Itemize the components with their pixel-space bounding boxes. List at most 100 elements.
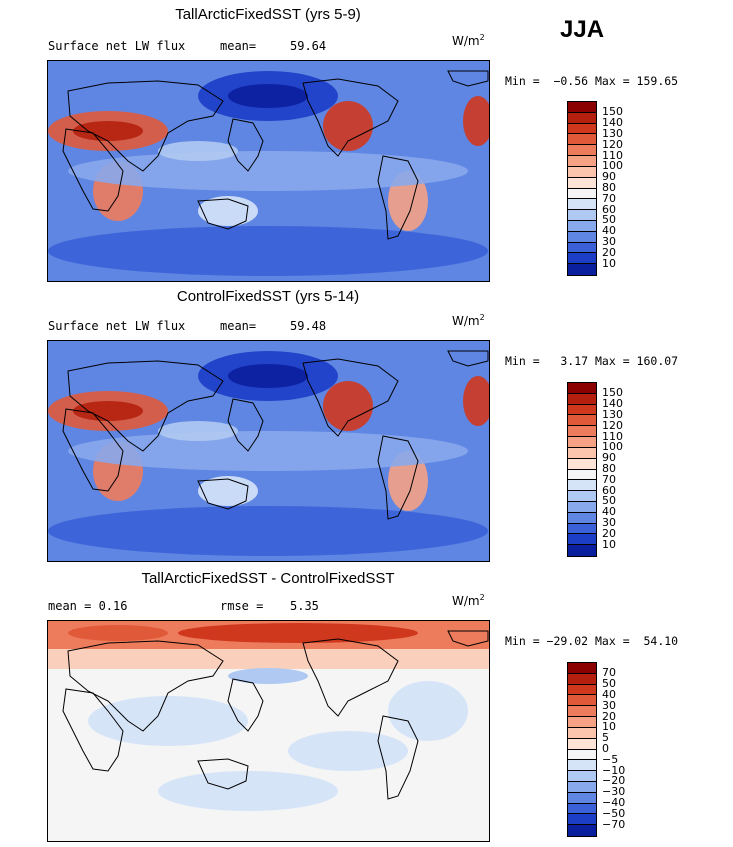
colorbar-label: 30 [602, 698, 616, 712]
colorbar-label: 80 [602, 181, 616, 194]
colorbar-label: −50 [602, 806, 626, 820]
colorbar-swatch [568, 673, 596, 685]
colorbar-swatch [568, 501, 596, 513]
colorbar-label: 140 [602, 397, 623, 411]
colorbar-label: 80 [602, 462, 616, 475]
colorbar-swatch [568, 177, 596, 189]
colorbar-label: 30 [602, 516, 616, 530]
colorbar-swatch [568, 447, 596, 459]
colorbar-swatch [568, 792, 596, 804]
colorbar-swatch [568, 803, 596, 815]
colorbar-swatch [568, 210, 596, 221]
panel-2-colorbar [567, 382, 597, 557]
colorbar-swatch [568, 383, 596, 394]
panel-2-variable: Surface net LW flux [48, 319, 186, 333]
panel-1-title: TallArcticFixedSST (yrs 5-9) [175, 6, 361, 23]
colorbar-label: 130 [602, 407, 623, 421]
colorbar-swatch [568, 156, 596, 167]
colorbar-label: 5 [602, 731, 609, 745]
colorbar-swatch [568, 695, 596, 707]
colorbar-label: 30 [602, 235, 616, 249]
colorbar-label: 70 [602, 472, 616, 486]
colorbar-swatch [568, 825, 596, 836]
colorbar-label: 150 [602, 105, 623, 119]
colorbar-swatch [568, 781, 596, 793]
panel-1-minmax: Min = −0.56 Max = 159.65 [505, 74, 679, 88]
colorbar-swatch [568, 199, 596, 211]
colorbar-swatch [568, 469, 596, 481]
panel-1-map [47, 60, 490, 282]
colorbar-swatch [568, 231, 596, 243]
colorbar-swatch [568, 727, 596, 739]
colorbar-swatch [568, 404, 596, 416]
colorbar-swatch [568, 437, 596, 448]
panel-1-colorbar [567, 101, 597, 276]
colorbar-swatch [568, 112, 596, 124]
colorbar-swatch [568, 480, 596, 492]
colorbar-label: −20 [602, 774, 626, 788]
panel-2-minmax: Min = 3.17 Max = 160.07 [505, 354, 679, 368]
colorbar-swatch [568, 684, 596, 696]
colorbar-swatch [568, 426, 596, 438]
colorbar-swatch [568, 166, 596, 178]
colorbar-label: 20 [602, 526, 616, 540]
colorbar-label: 120 [602, 418, 623, 432]
colorbar-swatch [568, 242, 596, 254]
colorbar-swatch [568, 760, 596, 772]
colorbar-label: 50 [602, 494, 616, 508]
colorbar-label: 10 [602, 256, 616, 270]
panel-1-units: W/m2 [452, 33, 485, 48]
colorbar-label: 90 [602, 170, 616, 184]
colorbar-swatch [568, 545, 596, 556]
colorbar-swatch [568, 512, 596, 524]
colorbar-swatch [568, 458, 596, 470]
colorbar-label: 50 [602, 213, 616, 227]
panel-1-variable: Surface net LW flux [48, 39, 186, 53]
colorbar-label: 110 [602, 429, 623, 443]
panel-2-units: W/m2 [452, 313, 485, 328]
colorbar-swatch [568, 523, 596, 535]
season-label: JJA [560, 16, 605, 43]
colorbar-swatch [568, 717, 596, 728]
panel-3-colorbar [567, 662, 597, 837]
colorbar-swatch [568, 264, 596, 275]
colorbar-label: 40 [602, 505, 616, 519]
colorbar-swatch [568, 491, 596, 502]
panel-1-stat-label: mean= [220, 39, 257, 53]
colorbar-label: 40 [602, 687, 616, 701]
colorbar-label: 60 [602, 483, 616, 497]
colorbar-label: 20 [602, 245, 616, 259]
colorbar-label: 70 [602, 666, 616, 680]
colorbar-label: −10 [602, 763, 626, 777]
colorbar-label: 60 [602, 202, 616, 216]
colorbar-swatch [568, 393, 596, 405]
colorbar-swatch [568, 706, 596, 718]
colorbar-label: 110 [602, 148, 623, 162]
panel-3-minmax: Min = −29.02 Max = 54.10 [505, 634, 679, 648]
panel-2-stat-value: 59.48 [290, 319, 327, 333]
colorbar-label: 140 [602, 116, 623, 130]
colorbar-label: 50 [602, 677, 616, 691]
colorbar-label: 10 [602, 537, 616, 551]
colorbar-swatch [568, 188, 596, 200]
colorbar-label: 90 [602, 451, 616, 465]
colorbar-swatch [568, 134, 596, 146]
colorbar-label: −30 [602, 785, 626, 799]
panel-2-map [47, 340, 490, 562]
colorbar-swatch [568, 145, 596, 157]
panel-2-title: ControlFixedSST (yrs 5-14) [176, 288, 360, 305]
colorbar-swatch [568, 220, 596, 232]
panel-3-stat-value: 5.35 [290, 599, 319, 613]
colorbar-label: 40 [602, 224, 616, 238]
colorbar-label: 100 [602, 159, 623, 173]
panel-3-title: TallArcticFixedSST - ControlFixedSST [141, 570, 395, 587]
colorbar-swatch [568, 663, 596, 674]
colorbar-swatch [568, 415, 596, 427]
colorbar-label: 120 [602, 137, 623, 151]
colorbar-label: −40 [602, 796, 626, 810]
colorbar-swatch [568, 534, 596, 546]
colorbar-label: 0 [602, 742, 609, 755]
panel-1-stat-value: 59.64 [290, 39, 327, 53]
colorbar-label: −5 [602, 752, 619, 766]
colorbar-swatch [568, 253, 596, 265]
